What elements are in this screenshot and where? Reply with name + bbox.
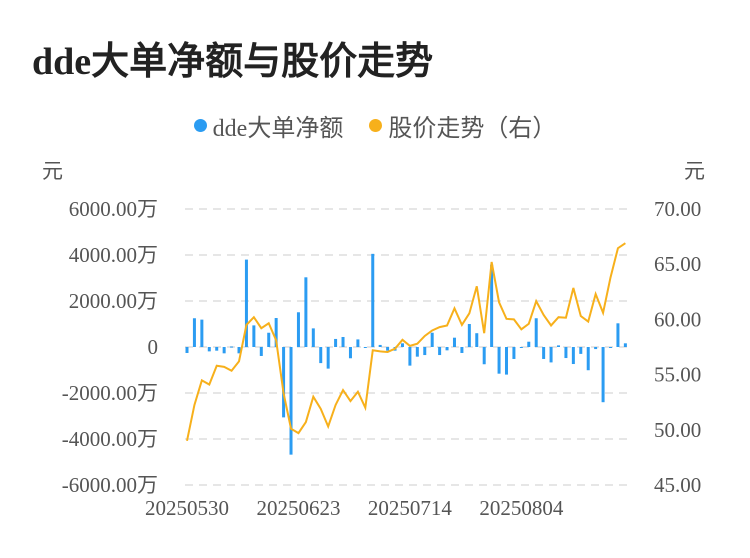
- legend-item-price[interactable]: 股价走势（右）: [369, 108, 556, 143]
- x-tick-label: 20250714: [368, 496, 453, 520]
- x-tick-label: 20250623: [256, 496, 340, 520]
- dde-bar[interactable]: [304, 277, 308, 347]
- dde-bar[interactable]: [430, 332, 434, 347]
- legend-label: 股价走势（右）: [388, 116, 557, 142]
- y-left-tick-label: -4000.00万: [62, 427, 158, 451]
- dde-bar[interactable]: [267, 332, 271, 347]
- dde-bar[interactable]: [534, 318, 538, 347]
- x-tick-label: 20250530: [145, 496, 229, 520]
- dde-bar[interactable]: [274, 318, 278, 347]
- dde-bar[interactable]: [490, 264, 494, 347]
- dde-bar[interactable]: [319, 347, 323, 364]
- dde-bar[interactable]: [497, 347, 501, 374]
- dde-bar[interactable]: [579, 347, 583, 354]
- chart-title: dde大单净额与股价走势: [32, 41, 434, 83]
- dde-bar[interactable]: [378, 344, 382, 347]
- legend: dde大单净额 股价走势（右）: [0, 108, 750, 143]
- dde-bar[interactable]: [542, 347, 546, 359]
- dde-bar[interactable]: [200, 319, 204, 347]
- legend-label: dde大单净额: [212, 116, 344, 142]
- y-left-tick-label: 4000.00万: [69, 243, 158, 267]
- x-tick-label: 20250804: [479, 496, 564, 520]
- dde-bar[interactable]: [222, 347, 226, 354]
- y-left-tick-label: -2000.00万: [62, 381, 158, 405]
- dde-bar[interactable]: [334, 338, 338, 347]
- dde-bar[interactable]: [594, 347, 598, 350]
- y-left-tick-label: 6000.00万: [69, 197, 158, 221]
- dde-bar[interactable]: [609, 347, 613, 348]
- dde-bar[interactable]: [348, 347, 352, 359]
- dde-bar[interactable]: [252, 325, 256, 347]
- dde-bar[interactable]: [512, 347, 516, 359]
- y-left-tick-label: 2000.00万: [69, 289, 158, 313]
- dde-bar[interactable]: [386, 347, 390, 351]
- dde-bar[interactable]: [549, 347, 553, 363]
- dde-bar[interactable]: [215, 347, 219, 351]
- dde-bar[interactable]: [363, 347, 367, 348]
- dde-bar[interactable]: [423, 347, 427, 356]
- dde-bar[interactable]: [504, 347, 508, 375]
- dde-bar[interactable]: [237, 347, 241, 354]
- dde-bar[interactable]: [185, 347, 189, 353]
- dde-bar[interactable]: [460, 347, 464, 353]
- dde-bar[interactable]: [519, 347, 523, 348]
- dde-bar[interactable]: [571, 347, 575, 365]
- y-left-tick-label: 0: [148, 335, 159, 359]
- dde-bar[interactable]: [259, 347, 263, 356]
- y-right-tick-label: 60.00: [654, 307, 701, 331]
- y-right-tick-label: 70.00: [654, 197, 701, 221]
- dde-bar[interactable]: [557, 345, 560, 347]
- dde-bar[interactable]: [282, 347, 286, 418]
- dde-bar[interactable]: [601, 347, 605, 403]
- dde-bar[interactable]: [445, 347, 449, 351]
- dde-bar[interactable]: [289, 347, 293, 455]
- dde-bar[interactable]: [623, 343, 627, 347]
- dde-bar[interactable]: [356, 339, 360, 347]
- dde-bar[interactable]: [408, 347, 412, 366]
- y-right-tick-label: 55.00: [654, 363, 701, 387]
- dde-bar[interactable]: [438, 347, 442, 356]
- legend-dot-orange: [369, 119, 383, 132]
- y-left-tick-label: -6000.00万: [62, 473, 158, 497]
- legend-item-dde[interactable]: dde大单净额: [193, 108, 344, 143]
- dde-bar[interactable]: [415, 347, 419, 357]
- dde-bar[interactable]: [475, 333, 479, 347]
- left-unit-label: 元: [42, 159, 63, 183]
- dde-bar[interactable]: [326, 347, 330, 369]
- dde-bar[interactable]: [400, 343, 404, 347]
- dde-bar[interactable]: [230, 346, 234, 348]
- dde-bar[interactable]: [467, 324, 471, 347]
- y-right-tick-label: 50.00: [654, 418, 701, 442]
- dde-bar[interactable]: [192, 318, 196, 347]
- price-line[interactable]: [186, 242, 626, 442]
- dde-bar[interactable]: [207, 347, 211, 352]
- dde-bar[interactable]: [244, 259, 248, 347]
- dde-bar[interactable]: [586, 347, 590, 371]
- dde-bar[interactable]: [452, 337, 456, 347]
- y-right-tick-label: 45.00: [654, 473, 701, 497]
- dde-bar[interactable]: [527, 341, 531, 347]
- y-right-tick-label: 65.00: [654, 252, 701, 276]
- dde-bar[interactable]: [341, 336, 345, 347]
- dde-bar[interactable]: [564, 347, 568, 359]
- dde-bar[interactable]: [616, 323, 620, 347]
- legend-dot-blue: [193, 119, 207, 132]
- dde-bar[interactable]: [371, 253, 375, 347]
- dde-bar[interactable]: [311, 328, 315, 347]
- dde-bar[interactable]: [296, 312, 300, 347]
- dde-bar[interactable]: [482, 347, 486, 365]
- right-unit-label: 元: [684, 159, 705, 183]
